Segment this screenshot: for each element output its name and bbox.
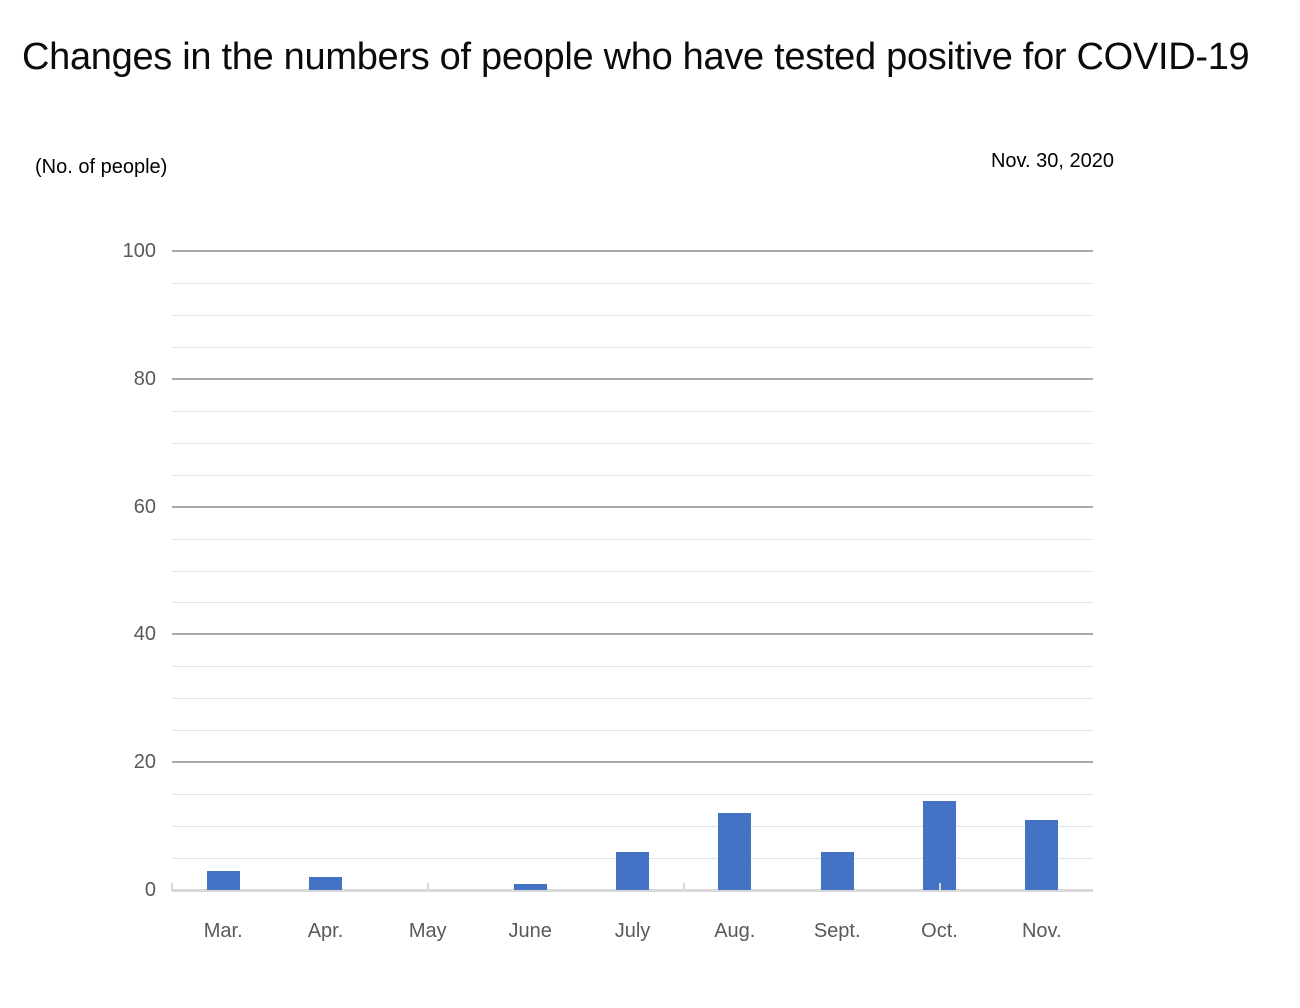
- major-gridline: [172, 250, 1093, 252]
- y-tick-label: 0: [144, 879, 156, 901]
- minor-gridline: [172, 698, 1093, 700]
- minor-gridline: [172, 410, 1093, 412]
- bar-june: [513, 883, 547, 890]
- bar-july: [616, 851, 649, 890]
- minor-gridline: [172, 474, 1093, 476]
- x-category-label: July: [614, 920, 651, 942]
- axis-tick: [682, 883, 685, 891]
- minor-gridline: [172, 666, 1093, 668]
- x-category-label: Nov.: [1021, 920, 1062, 942]
- axis-tick: [171, 883, 173, 891]
- x-category-label: Aug.: [714, 920, 756, 942]
- y-axis-unit-label: (No. of people): [35, 156, 168, 178]
- axis-tick: [426, 883, 429, 891]
- major-gridline: [172, 633, 1093, 636]
- date-annotation: Nov. 30, 2020: [990, 150, 1114, 172]
- minor-gridline: [172, 826, 1093, 828]
- minor-gridline: [172, 794, 1093, 796]
- y-tick-label: 20: [133, 751, 156, 774]
- x-category-label: Sept.: [813, 920, 861, 942]
- y-tick-label: 60: [133, 495, 156, 518]
- bar-apr: [309, 877, 342, 890]
- bar-sept: [820, 851, 854, 890]
- x-category-label: June: [508, 920, 552, 942]
- minor-gridline: [172, 570, 1093, 572]
- x-category-label: May: [408, 920, 447, 942]
- minor-gridline: [172, 314, 1093, 316]
- minor-gridline: [172, 602, 1093, 604]
- minor-gridline: [172, 346, 1093, 348]
- major-gridline: [172, 761, 1093, 764]
- x-category-label: Mar.: [203, 920, 243, 942]
- major-gridline: [172, 377, 1093, 380]
- bar-oct: [923, 800, 956, 890]
- chart-title: Changes in the numbers of people who hav…: [22, 36, 1250, 78]
- y-tick-label: 100: [122, 240, 156, 262]
- x-axis-baseline: [172, 889, 1093, 892]
- bar-aug: [718, 813, 752, 890]
- minor-gridline: [172, 442, 1093, 444]
- y-tick-label: 40: [133, 623, 156, 646]
- bar-nov: [1025, 819, 1059, 890]
- plot-area: [171, 250, 1093, 892]
- minor-gridline: [172, 283, 1093, 284]
- y-tick-label: 80: [133, 367, 156, 390]
- bar-mar: [206, 870, 240, 890]
- major-gridline: [172, 505, 1093, 508]
- x-category-label: Oct.: [921, 920, 958, 942]
- x-category-label: Apr.: [307, 920, 344, 942]
- minor-gridline: [172, 538, 1093, 540]
- minor-gridline: [172, 730, 1093, 732]
- axis-tick: [938, 883, 941, 891]
